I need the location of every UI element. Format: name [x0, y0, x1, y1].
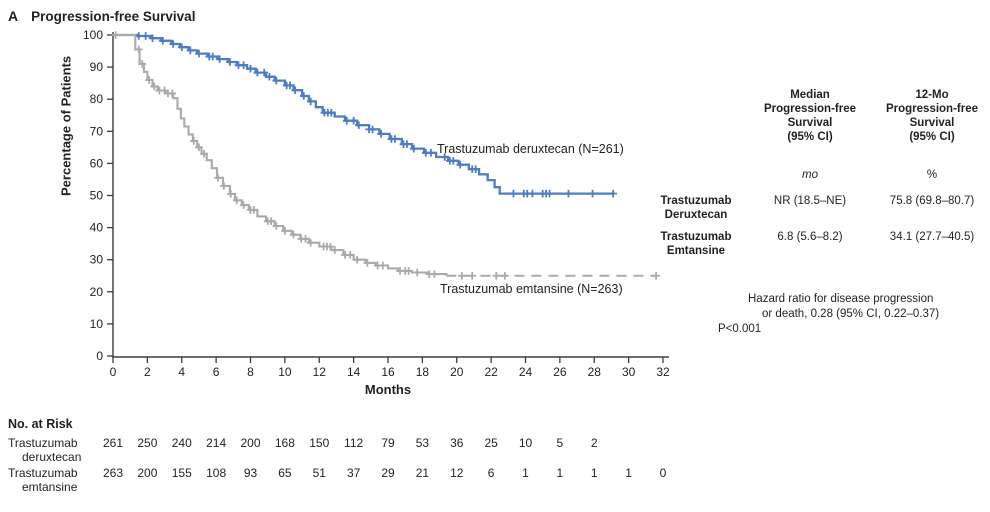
- stats-table: Median Progression-free Survival (95% CI…: [640, 88, 990, 266]
- stats-col-header-median: Median Progression-free Survival (95% CI…: [763, 89, 857, 143]
- y-tick-label: 40: [90, 221, 104, 235]
- stats-unit-spacer: [640, 168, 752, 182]
- stats-row-label-emtansine: Trastuzumab Emtansine: [660, 231, 732, 257]
- risk-row-label: deruxtecan: [22, 450, 82, 464]
- stats-value-12mo-emtansine: 34.1 (27.7–40.5): [889, 231, 975, 243]
- x-tick-label: 6: [213, 365, 220, 379]
- y-tick-label: 60: [90, 156, 104, 170]
- risk-count: 37: [346, 466, 361, 480]
- x-tick-label: 30: [622, 365, 636, 379]
- curve-label-emtansine: Trastuzumab emtansine (N=263): [440, 282, 623, 296]
- y-tick-label: 80: [90, 92, 104, 106]
- risk-count: 1: [556, 466, 564, 480]
- risk-count: 25: [484, 436, 498, 450]
- risk-count: 200: [137, 466, 158, 480]
- stats-value-12mo-deruxtecan: 75.8 (69.8–80.7): [889, 195, 975, 207]
- risk-count: 79: [381, 436, 395, 450]
- risk-count: 0: [659, 466, 667, 480]
- x-tick-label: 32: [656, 365, 670, 379]
- y-tick-label: 50: [90, 189, 104, 203]
- risk-count: 21: [415, 466, 430, 480]
- y-tick-label: 20: [90, 285, 104, 299]
- stats-value-median-emtansine: 6.8 (5.6–8.2): [777, 231, 843, 243]
- risk-count: 168: [274, 436, 295, 450]
- risk-table-title: No. at Risk: [8, 417, 73, 431]
- risk-count: 51: [312, 466, 326, 480]
- risk-count: 150: [309, 436, 330, 450]
- risk-count: 1: [625, 466, 632, 480]
- risk-count: 29: [381, 466, 395, 480]
- risk-row-label: Trastuzumab: [8, 466, 78, 480]
- x-tick-label: 4: [178, 365, 185, 379]
- risk-count: 263: [102, 466, 124, 480]
- y-tick-label: 0: [96, 349, 103, 363]
- x-tick-label: 18: [416, 365, 430, 379]
- figure-header: A Progression-free Survival: [8, 8, 195, 24]
- x-tick-label: 2: [144, 365, 151, 379]
- stats-unit-pct: %: [926, 169, 938, 181]
- risk-count: 2: [590, 436, 598, 450]
- x-tick-label: 26: [553, 365, 567, 379]
- x-tick-label: 24: [519, 365, 533, 379]
- risk-count: 108: [206, 466, 227, 480]
- risk-count: 93: [243, 466, 258, 480]
- x-axis-label: Months: [364, 382, 412, 397]
- km-curve-emtansine: [113, 33, 448, 276]
- risk-count: 261: [102, 436, 124, 450]
- risk-count: 65: [278, 466, 292, 480]
- risk-count: 214: [206, 436, 227, 450]
- y-tick-label: 70: [90, 124, 104, 138]
- x-tick-label: 8: [247, 365, 254, 379]
- risk-count: 12: [450, 466, 464, 480]
- x-tick-label: 16: [381, 365, 395, 379]
- x-tick-label: 20: [450, 365, 464, 379]
- hazard-ratio-note: Hazard ratio for disease progression or …: [718, 293, 940, 335]
- risk-count: 5: [556, 436, 564, 450]
- km-curve-deruxtecan: [113, 33, 614, 195]
- figure-title: Progression-free Survival: [31, 9, 196, 24]
- x-tick-label: 10: [278, 365, 292, 379]
- risk-count: 200: [240, 436, 261, 450]
- x-tick-label: 14: [347, 365, 361, 379]
- risk-count: 240: [171, 436, 192, 450]
- risk-count: 53: [415, 436, 430, 450]
- x-tick-label: 22: [484, 365, 498, 379]
- risk-count: 36: [450, 436, 464, 450]
- y-tick-label: 10: [90, 317, 104, 331]
- risk-count: 112: [344, 436, 364, 450]
- stats-unit-mo: mo: [802, 169, 818, 181]
- x-tick-label: 28: [588, 365, 602, 379]
- stats-empty-corner: [640, 88, 752, 144]
- x-tick-label: 12: [313, 365, 327, 379]
- stats-col-header-12mo: 12-Mo Progression-free Survival (95% CI): [885, 89, 979, 143]
- y-tick-label: 100: [83, 28, 103, 42]
- risk-count: 10: [518, 436, 533, 450]
- risk-row-label: Trastuzumab: [8, 436, 78, 450]
- risk-count: 155: [171, 466, 192, 480]
- curve-label-deruxtecan: Trastuzumab deruxtecan (N=261): [437, 142, 624, 156]
- stats-value-median-deruxtecan: NR (18.5–NE): [773, 195, 847, 207]
- y-tick-label: 90: [90, 60, 104, 74]
- risk-count: 6: [487, 466, 495, 480]
- y-tick-label: 30: [90, 253, 104, 267]
- risk-count: 1: [590, 466, 598, 480]
- risk-count: 1: [522, 466, 529, 480]
- risk-row-label: emtansine: [22, 480, 78, 494]
- risk-count: 250: [137, 436, 158, 450]
- x-tick-label: 0: [110, 365, 117, 379]
- stats-row-label-deruxtecan: Trastuzumab Deruxtecan: [660, 195, 732, 221]
- panel-letter: A: [8, 8, 19, 24]
